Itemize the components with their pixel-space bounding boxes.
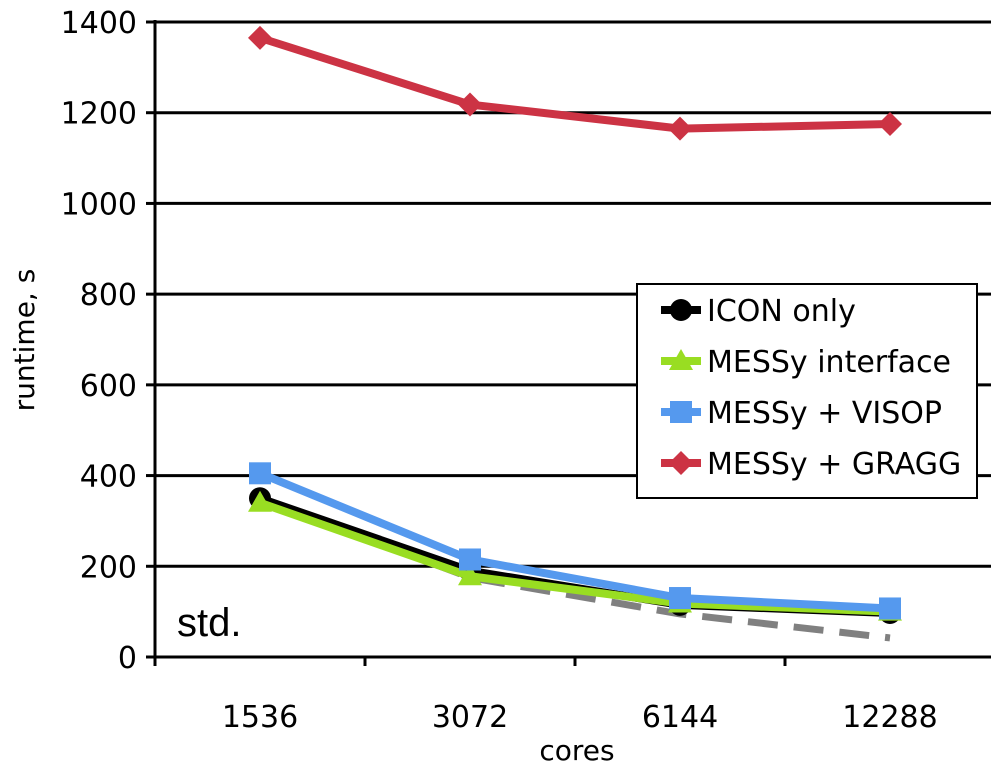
x-tick-label: 3072 bbox=[432, 700, 508, 735]
data-point bbox=[458, 564, 482, 586]
legend: ICON only MESSy interface MESSy + VISOP MES… bbox=[636, 283, 978, 499]
legend-marker bbox=[669, 451, 693, 475]
data-point bbox=[878, 112, 902, 137]
series-line bbox=[258, 469, 891, 613]
y-axis: 0 200 400 600 800 1000 1200 1400 bbox=[61, 6, 157, 676]
x-tick-label: 1536 bbox=[222, 700, 298, 735]
legend-label: MESSy interface bbox=[707, 345, 951, 380]
y-tick-label: 1400 bbox=[61, 6, 137, 41]
y-tick-label: 600 bbox=[80, 369, 137, 404]
y-tick-label: 1200 bbox=[61, 97, 137, 132]
series-line bbox=[258, 494, 891, 642]
x-tick-label: 6144 bbox=[642, 700, 718, 735]
data-point bbox=[249, 462, 271, 485]
y-axis-label: runtime, s bbox=[8, 269, 41, 412]
series-2 bbox=[249, 462, 901, 620]
legend-entry: MESSy + VISOP bbox=[661, 396, 942, 431]
legend-label: MESSy + GRAGG bbox=[707, 447, 961, 482]
data-point bbox=[668, 116, 692, 141]
data-point bbox=[459, 548, 481, 571]
series-layer bbox=[248, 25, 902, 642]
data-point bbox=[248, 490, 272, 512]
legend-entry: MESSy + GRAGG bbox=[661, 447, 961, 482]
x-axis-label: cores bbox=[539, 734, 614, 766]
y-tick-label: 1000 bbox=[61, 187, 137, 222]
legend-marker bbox=[670, 401, 692, 423]
y-tick-label: 400 bbox=[80, 460, 137, 495]
x-axis: 1536 3072 6144 12288 bbox=[153, 655, 991, 735]
legend-marker bbox=[670, 299, 692, 321]
x-tick-label: 12288 bbox=[842, 700, 937, 735]
legend-entry: ICON only bbox=[661, 294, 856, 329]
series-3 bbox=[248, 25, 902, 141]
y-tick-label: 0 bbox=[118, 641, 137, 676]
std-annotation: std. bbox=[177, 601, 241, 645]
y-tick-label: 800 bbox=[80, 278, 137, 313]
legend-label: MESSy + VISOP bbox=[707, 396, 942, 431]
data-point bbox=[458, 92, 482, 117]
data-point bbox=[669, 587, 691, 610]
series-line bbox=[258, 499, 891, 616]
legend-label: ICON only bbox=[707, 294, 856, 329]
series-4 bbox=[258, 494, 891, 642]
y-tick-label: 200 bbox=[80, 550, 137, 585]
data-point bbox=[248, 25, 272, 50]
legend-marker bbox=[669, 349, 693, 370]
series-line bbox=[258, 34, 891, 133]
data-point bbox=[879, 597, 901, 620]
legend-entry: MESSy interface bbox=[661, 345, 951, 380]
